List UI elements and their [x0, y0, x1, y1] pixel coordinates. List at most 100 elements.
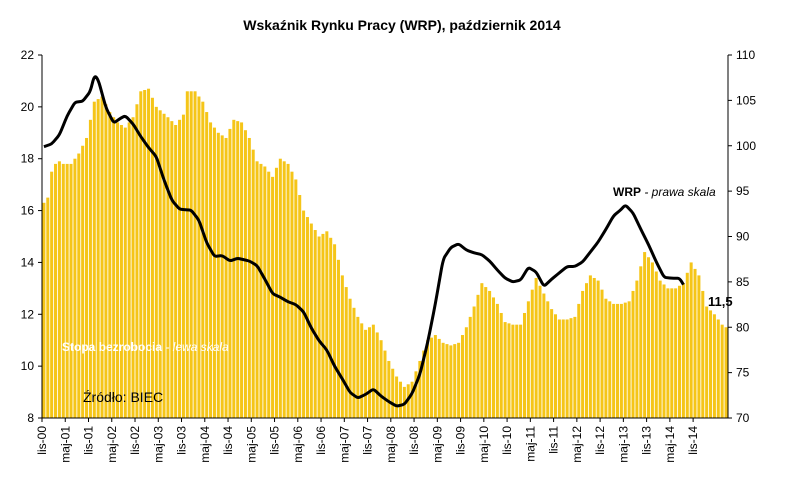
unemployment-bar — [596, 280, 600, 418]
unemployment-bar — [681, 283, 685, 418]
unemployment-bar — [519, 324, 523, 418]
unemployment-bar — [631, 290, 635, 418]
unemployment-bar — [705, 306, 709, 418]
wrp-series-line — [43, 75, 685, 408]
x-tick-label: maj-01 — [58, 426, 72, 463]
unemployment-bar — [317, 236, 321, 418]
x-tick-label: maj-06 — [291, 426, 305, 463]
unemployment-bar — [247, 137, 251, 418]
unemployment-bar — [503, 322, 507, 418]
right-tick-label: 80 — [736, 320, 750, 334]
chart-title: Wskaźnik Rynku Pracy (WRP), październik … — [243, 17, 561, 33]
unemployment-bar — [565, 319, 569, 418]
unemployment-bar — [460, 335, 464, 418]
unemployment-bar — [154, 106, 158, 419]
wrp-annotation-name: WRP — [613, 185, 641, 199]
unemployment-bar — [325, 231, 329, 418]
unemployment-bar — [371, 324, 375, 418]
unemployment-bar — [212, 127, 216, 418]
unemployment-bar — [429, 337, 433, 418]
right-tick-label: 85 — [736, 275, 750, 289]
unemployment-bar — [666, 288, 670, 418]
unemployment-bar — [150, 97, 154, 418]
unemployment-bar — [418, 360, 422, 418]
unemployment-bar — [379, 340, 383, 418]
unemployment-bar — [333, 244, 337, 418]
unemployment-bar — [650, 262, 654, 418]
x-tick-label: lis-08 — [407, 426, 421, 455]
unemployment-bar — [437, 338, 441, 418]
unemployment-bar — [720, 324, 724, 418]
left-tick-label: 10 — [21, 359, 35, 373]
right-tick-label: 70 — [736, 411, 750, 425]
unemployment-bar — [193, 91, 197, 419]
unemployment-bar — [77, 153, 81, 418]
unemployment-bar — [511, 324, 515, 418]
unemployment-bar — [259, 163, 263, 418]
left-tick-label: 12 — [21, 307, 35, 321]
x-axis-ticks: lis-00 maj-01 lis-01 maj-02 lis-02 maj-03 lis-… — [35, 418, 700, 463]
unemployment-bar — [398, 381, 402, 418]
x-tick-label: maj-03 — [151, 426, 165, 463]
unemployment-bar — [100, 96, 104, 419]
unemployment-bar — [693, 268, 697, 418]
unemployment-bar — [57, 161, 61, 418]
unemployment-bar — [228, 128, 232, 418]
unemployment-bar — [88, 119, 92, 418]
unemployment-bar — [185, 91, 189, 419]
left-tick-label: 16 — [21, 204, 35, 218]
unemployment-bar — [445, 344, 449, 418]
unemployment-bar — [383, 350, 387, 418]
unemployment-bar — [491, 297, 495, 418]
unemployment-bar — [573, 316, 577, 418]
unemployment-bar — [522, 312, 527, 418]
unemployment-bar — [600, 289, 604, 418]
unemployment-bar — [619, 303, 623, 418]
unemployment-bar — [488, 290, 492, 418]
unemployment-bar — [507, 323, 511, 418]
unemployment-bar — [294, 179, 298, 418]
unemployment-bar — [46, 197, 50, 418]
right-tick-label: 75 — [736, 366, 750, 380]
right-tick-label: 95 — [736, 184, 750, 198]
unemployment-bar — [643, 252, 647, 418]
unemployment-bar — [701, 290, 705, 418]
unemployment-bar — [612, 303, 616, 418]
unemployment-bar — [553, 314, 558, 418]
x-tick-label: maj-04 — [198, 426, 212, 463]
unemployment-bar — [201, 101, 205, 419]
left-tick-label: 14 — [21, 255, 35, 269]
unemployment-bar — [73, 158, 77, 418]
unemployment-bar — [410, 381, 414, 418]
left-tick-label: 22 — [21, 48, 35, 62]
unemployment-bar — [119, 125, 123, 418]
x-tick-label: maj-14 — [663, 426, 677, 463]
unemployment-bar — [499, 312, 503, 418]
unemployment-bar — [267, 171, 271, 418]
unemployment-bar — [569, 318, 573, 418]
unemployment-bar — [441, 342, 445, 418]
unemployment-bar — [697, 275, 701, 418]
left-tick-label: 18 — [21, 152, 35, 166]
unemployment-bar — [724, 327, 728, 418]
unemployment-bar — [313, 230, 317, 418]
x-tick-label: lis-10 — [500, 426, 514, 455]
unemployment-bar — [205, 112, 209, 418]
unemployment-bar — [678, 285, 682, 418]
left-tick-label: 20 — [21, 100, 35, 114]
x-tick-label: maj-05 — [244, 426, 258, 463]
wrp-annotation-scale: - prawa skala — [641, 185, 716, 199]
unemployment-bar — [592, 277, 596, 418]
unemployment-bar — [92, 101, 96, 419]
unemployment-bar — [716, 319, 720, 418]
unemployment-bar — [340, 275, 344, 418]
unemployment-bar — [639, 266, 643, 418]
unemployment-bar — [344, 287, 348, 418]
unemployment-bar — [170, 121, 174, 419]
unemployment-bar — [635, 280, 639, 418]
unemployment-bar — [674, 288, 678, 418]
unemployment-bar — [557, 319, 561, 418]
unemployment-bar — [356, 316, 360, 418]
unemployment-bar — [240, 122, 244, 418]
unemployment-bar — [476, 294, 480, 418]
